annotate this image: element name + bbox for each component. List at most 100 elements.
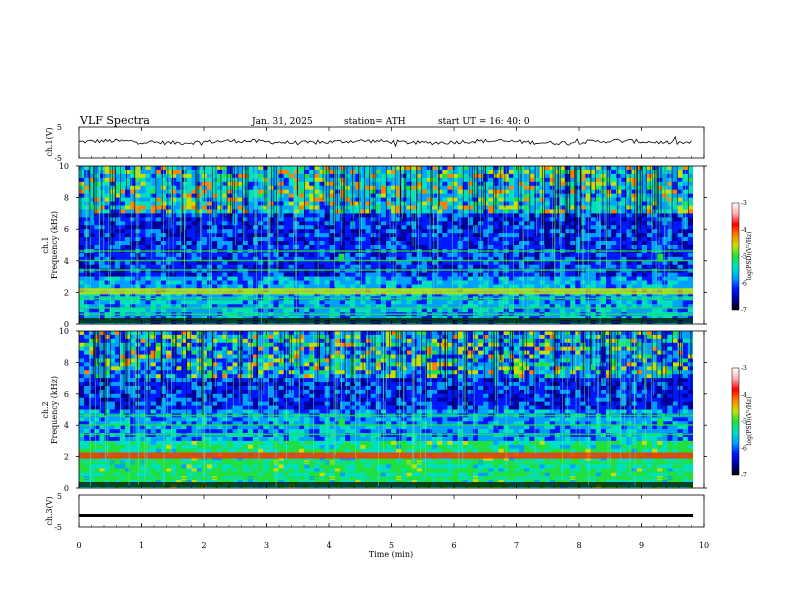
spectrogram-cell xyxy=(565,300,570,304)
spectrogram-cell xyxy=(371,281,376,285)
spectrogram-cell xyxy=(642,237,647,241)
spectrogram-cell xyxy=(417,285,422,289)
spectrogram-cell xyxy=(125,308,130,312)
figure-title: VLF Spectra xyxy=(79,114,150,127)
spectrogram-cell xyxy=(238,261,243,265)
spectrogram-cell xyxy=(524,237,529,241)
spectrogram-cell xyxy=(401,241,406,245)
spectrogram-cell xyxy=(186,213,191,217)
spectrogram-cell xyxy=(376,233,381,237)
spectrogram-cell xyxy=(580,308,585,312)
spectrogram-cell xyxy=(381,273,386,277)
spectrogram-cell xyxy=(314,221,319,225)
spectrogram-cell xyxy=(406,285,411,289)
spectrogram-cell xyxy=(309,253,314,257)
spectrogram-cell xyxy=(120,261,125,265)
spectrogram-cell xyxy=(621,300,626,304)
spectrogram-cell xyxy=(642,300,647,304)
spectrogram-cell xyxy=(304,178,309,182)
spectrogram-cell xyxy=(151,281,156,285)
spectrogram-cell xyxy=(289,308,294,312)
spectrogram-cell xyxy=(156,273,161,277)
spectrogram-cell xyxy=(570,273,575,277)
spectrogram-cell xyxy=(488,170,493,174)
spectrogram-cell xyxy=(406,186,411,190)
spectrogram-cell xyxy=(417,245,422,249)
spectrogram-cell xyxy=(304,281,309,285)
spectrogram-cell xyxy=(519,170,524,174)
spectrogram-cell xyxy=(176,174,181,178)
spectrogram-cell xyxy=(437,308,442,312)
spectrogram-cell xyxy=(647,285,652,289)
spectrogram-cell xyxy=(575,237,580,241)
spectrogram-cell xyxy=(493,245,498,249)
spectrogram-cell xyxy=(279,261,284,265)
spectrogram-cell xyxy=(289,277,294,281)
spectrogram-cell xyxy=(284,277,289,281)
spectrogram-cell xyxy=(268,308,273,312)
spectrogram-cell xyxy=(243,273,248,277)
spectrogram-cell xyxy=(442,190,447,194)
spectrogram-cell xyxy=(325,300,330,304)
spectrogram-cell xyxy=(217,194,222,198)
spectrogram-cell xyxy=(227,300,232,304)
spectrogram-cell xyxy=(146,281,151,285)
spectrogram-cell xyxy=(376,229,381,233)
spectrogram-cell xyxy=(279,241,284,245)
spectrogram-cell xyxy=(314,237,319,241)
spectrogram-cell xyxy=(79,281,84,285)
spectrogram-cell xyxy=(529,300,534,304)
spectrogram-cell xyxy=(125,233,130,237)
spectrogram-cell xyxy=(555,265,560,269)
spectrogram-cell xyxy=(401,273,406,277)
spectrogram-cell xyxy=(140,233,145,237)
spectrogram-cell xyxy=(611,285,616,289)
spectrogram-cell xyxy=(319,182,324,186)
spectrogram-cell xyxy=(534,281,539,285)
spectrogram-cell xyxy=(611,178,616,182)
spectrogram-cell xyxy=(79,265,84,269)
spectrogram-cell xyxy=(125,186,130,190)
spectrogram-cell xyxy=(186,186,191,190)
spectrogram-cell xyxy=(94,281,99,285)
spectrogram-cell xyxy=(488,241,493,245)
spectrogram-cell xyxy=(667,253,672,257)
spectrogram-cell xyxy=(227,285,232,289)
spectrogram-cell xyxy=(524,229,529,233)
spectrogram-cell xyxy=(227,281,232,285)
spectrogram-cell xyxy=(319,202,324,206)
spectrogram-cell xyxy=(279,308,284,312)
spectrogram-cell xyxy=(140,237,145,241)
spectrogram-cell xyxy=(186,182,191,186)
spectrogram-cell xyxy=(355,229,360,233)
spectrogram-cell xyxy=(621,308,626,312)
spectrogram-cell xyxy=(529,273,534,277)
spectrogram-cell xyxy=(125,277,130,281)
spectrogram-cell xyxy=(401,237,406,241)
spectrogram-cell xyxy=(79,241,84,245)
spectrogram-cell xyxy=(299,277,304,281)
spectrogram-cell xyxy=(575,233,580,237)
spectrogram-cell xyxy=(345,281,350,285)
spectrogram-cell xyxy=(412,308,417,312)
spectrogram-cell xyxy=(657,281,662,285)
spectrogram-cell xyxy=(355,209,360,213)
spectrogram-cell xyxy=(366,190,371,194)
spectrogram-cell xyxy=(683,261,688,265)
spectrogram-cell xyxy=(376,285,381,289)
spectrogram-cell xyxy=(514,253,519,257)
spectrogram-cell xyxy=(304,245,309,249)
spectrogram-cell xyxy=(335,217,340,221)
spectrogram-cell xyxy=(325,245,330,249)
spectrogram-cell xyxy=(146,253,151,257)
spectrogram-cell xyxy=(366,209,371,213)
spectrogram-cell xyxy=(637,261,642,265)
spectrogram-cell xyxy=(575,245,580,249)
spectrogram-cell xyxy=(401,202,406,206)
spectrogram-cell xyxy=(611,237,616,241)
spectrogram-cell xyxy=(642,245,647,249)
spectrogram-cell xyxy=(130,241,135,245)
spectrogram-cell xyxy=(79,213,84,217)
spectrogram-cell xyxy=(657,170,662,174)
spectrogram-cell xyxy=(366,206,371,210)
